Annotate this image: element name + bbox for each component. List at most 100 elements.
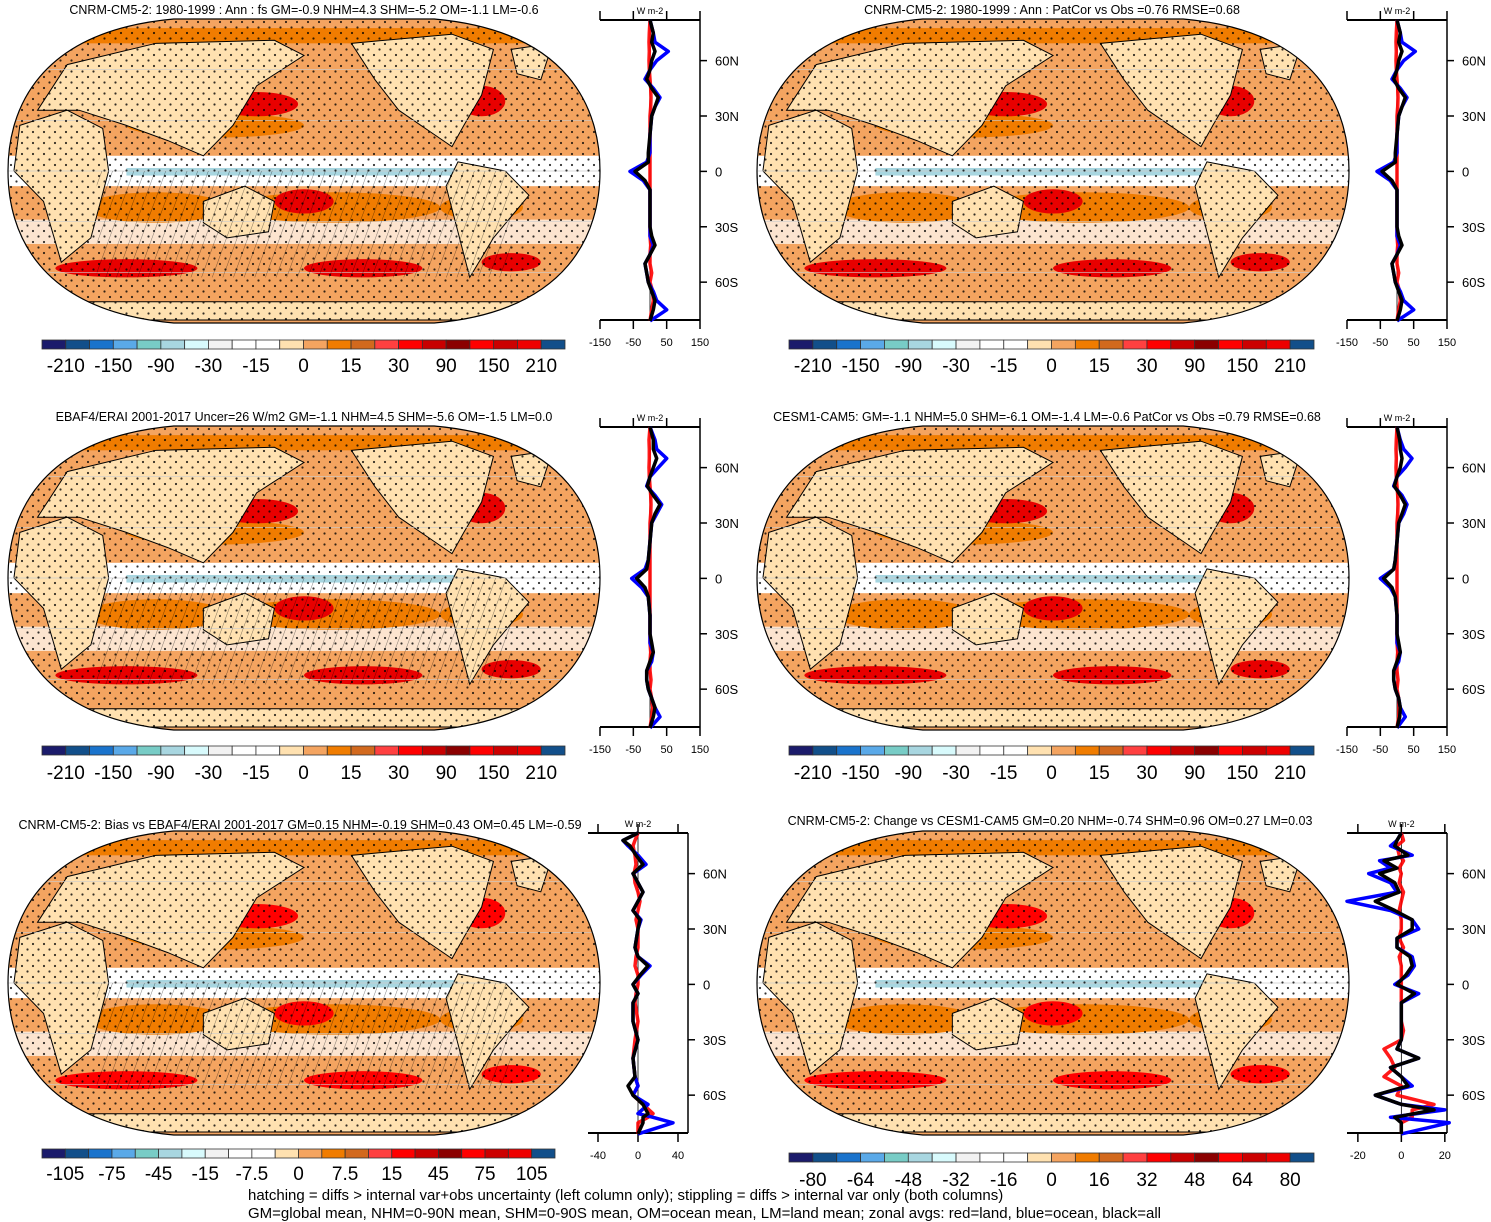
colorbar-label: -30 <box>195 356 222 377</box>
colorbar-box <box>344 1148 369 1159</box>
colorbar-box <box>391 1148 416 1159</box>
zonal-lat-label: 60N <box>715 461 739 476</box>
panel-title: CNRM-CM5-2: Change vs CESM1-CAM5 GM=0.20… <box>788 814 1313 828</box>
colorbar-box <box>507 1148 533 1159</box>
colorbar-box <box>517 745 542 756</box>
colorbar-box <box>1218 1152 1243 1163</box>
map-border <box>756 425 1350 731</box>
zonal-lat-label: 60N <box>1462 461 1486 476</box>
colorbar-box <box>812 339 838 350</box>
colorbar-box <box>64 1148 90 1159</box>
colorbar-box <box>1051 1152 1076 1163</box>
stippling <box>757 19 1349 323</box>
zonal-xtick-label: -20 <box>1350 1150 1366 1162</box>
map <box>756 425 1350 731</box>
colorbar-box <box>41 1148 66 1159</box>
panel-4: CESM1-CAM5: GM=-1.1 NHM=5.0 SHM=-6.1 OM=… <box>756 410 1486 784</box>
colorbar-box <box>812 745 838 756</box>
colorbar-box <box>931 339 957 350</box>
colorbar-label: -150 <box>842 763 880 784</box>
colorbar-box <box>158 1148 183 1159</box>
colorbar-box <box>136 339 162 350</box>
colorbar-box <box>374 745 399 756</box>
zonal-line-all <box>1373 832 1436 1134</box>
zonal-unit-label: W m-2 <box>1384 6 1411 16</box>
colorbar-box <box>136 745 162 756</box>
colorbar-label: 30 <box>388 763 409 784</box>
hatching <box>96 578 512 685</box>
colorbar-box <box>398 745 423 756</box>
colorbar-label: 150 <box>1227 356 1259 377</box>
colorbar-box <box>493 339 518 350</box>
colorbar-label: 0 <box>298 763 309 784</box>
colorbar-label: -16 <box>990 1170 1017 1191</box>
zonal-lat-label: 60N <box>715 54 739 69</box>
colorbar-box <box>860 745 885 756</box>
colorbar-box <box>1027 1152 1052 1163</box>
colorbar-label: -75 <box>98 1164 125 1185</box>
map-field <box>757 19 1349 323</box>
zonal-lat-label: 60S <box>715 682 738 697</box>
panel-3: EBAF4/ERAI 2001-2017 Uncer=26 W/m2 GM=-1… <box>7 410 739 784</box>
zonal-xtick-label: 50 <box>1408 744 1420 756</box>
colorbar-box <box>1122 339 1148 350</box>
zonal-line-all <box>634 426 662 729</box>
colorbar-box <box>421 339 447 350</box>
stippling <box>757 831 1349 1135</box>
footer-note-legend: GM=global mean, NHM=0-90N mean, SHM=0-90… <box>248 1205 1162 1222</box>
footer-note-hatching: hatching = diffs > internal var+obs unce… <box>248 1187 1004 1204</box>
colorbar-box <box>1242 339 1267 350</box>
colorbar-box <box>979 745 1005 756</box>
colorbar-label: 90 <box>436 763 457 784</box>
colorbar-label: -80 <box>799 1170 826 1191</box>
zonal-line-all <box>621 831 650 1135</box>
map-border <box>756 830 1350 1136</box>
colorbar-box <box>438 1148 463 1159</box>
colorbar-box <box>208 339 233 350</box>
colorbar-label: -15 <box>191 1164 218 1185</box>
colorbar-box <box>979 1152 1005 1163</box>
zonal-lat-label: 30S <box>703 1033 726 1048</box>
zonal-xtick-label: -50 <box>625 744 641 756</box>
colorbar-label: 210 <box>525 356 557 377</box>
zonal-xtick-label: -40 <box>590 1150 606 1162</box>
zonal-xtick-label: 0 <box>635 1150 641 1162</box>
colorbar-label: -32 <box>942 1170 969 1191</box>
colorbar-box <box>303 745 328 756</box>
map-field <box>757 831 1349 1135</box>
zonal-lat-label: 30S <box>715 627 738 642</box>
colorbar-label: -210 <box>47 763 85 784</box>
colorbar-label: 16 <box>1089 1170 1110 1191</box>
colorbar-box <box>979 339 1005 350</box>
colorbar-box <box>1170 339 1196 350</box>
colorbar-label: 0 <box>1046 763 1057 784</box>
colorbar-box <box>955 745 981 756</box>
colorbar-box <box>540 339 566 350</box>
colorbar-box <box>1146 1152 1172 1163</box>
colorbar-box <box>493 745 518 756</box>
map-field <box>757 426 1349 730</box>
colorbar-label: 48 <box>1184 1170 1205 1191</box>
map <box>7 830 601 1136</box>
colorbar-box <box>1242 745 1267 756</box>
colorbar-label: 15 <box>1089 356 1110 377</box>
colorbar-box <box>812 1152 838 1163</box>
colorbar-label: 32 <box>1136 1170 1157 1191</box>
colorbar-box <box>1289 339 1315 350</box>
colorbar-label: 45 <box>428 1164 449 1185</box>
colorbar-box <box>860 1152 885 1163</box>
panel-title: CNRM-CM5-2: Bias vs EBAF4/ERAI 2001-2017… <box>18 818 581 832</box>
colorbar-box <box>279 339 304 350</box>
colorbar-box <box>160 339 186 350</box>
zonal-lat-label: 30N <box>1462 516 1486 531</box>
colorbar-label: 90 <box>436 356 457 377</box>
colorbar-label: 210 <box>1274 356 1306 377</box>
map-field <box>8 831 600 1135</box>
zonal-xtick-label: -150 <box>589 337 611 349</box>
zonal-lat-label: 60S <box>1462 275 1485 290</box>
colorbar-box <box>274 1148 299 1159</box>
zonal-xtick-label: 50 <box>661 337 673 349</box>
colorbar-box <box>1003 339 1029 350</box>
colorbar-box <box>350 339 376 350</box>
